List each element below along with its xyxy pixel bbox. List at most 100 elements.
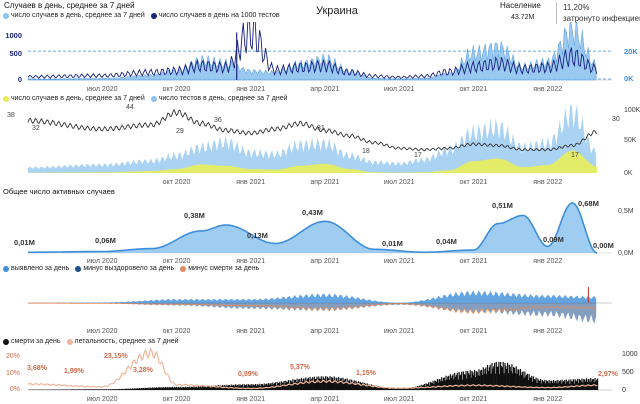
death-bar [151,387,154,390]
death-bar [466,378,468,390]
death-bar [321,381,323,390]
legend-item[interactable]: минус выздоровело за день [75,265,174,272]
legend-item[interactable]: смерти за день [3,338,61,345]
death-bar [499,374,501,390]
death-bar [239,384,241,390]
death-bar [115,389,117,390]
death-bar [170,387,172,390]
death-bar [105,389,108,390]
death-bar [213,385,215,390]
death-bar [344,379,346,390]
data-label: 32 [32,125,40,132]
death-bar [397,388,399,390]
death-bar [514,373,516,390]
death-bar [128,388,130,390]
death-bar [590,378,592,390]
death-bar [97,389,99,390]
left-axis-tick: 500 [9,49,22,58]
death-bar [553,383,555,390]
death-bar [397,388,399,390]
death-bar [275,385,277,390]
death-bar [534,379,536,390]
right-axis-tick: 50K [624,137,637,144]
death-bar [470,377,472,390]
death-bar [85,389,87,390]
legend-item[interactable]: выявлено за день [3,265,69,272]
death-bar [95,389,97,390]
death-bar [519,375,521,390]
legend-item[interactable]: минус смерти за день [180,265,259,272]
death-bar [215,385,218,390]
death-bar [108,389,110,390]
death-bar [162,387,164,390]
death-bar [142,388,144,390]
left-axis-tick: 10% [6,370,20,377]
x-axis-tick: апр 2021 [310,179,339,186]
death-bar [185,387,187,390]
death-bar [317,382,319,390]
population-label: Население [500,1,541,10]
death-bar [521,372,523,390]
death-bar [415,386,417,390]
death-bar [564,379,566,390]
legend-item[interactable]: число случаев в день, среднее за 7 дней [3,12,145,19]
data-label: 44 [126,104,134,111]
death-bar [66,389,68,390]
death-bar [395,388,397,390]
death-bar [116,389,118,390]
death-bar [591,379,593,390]
death-bar [74,389,76,390]
legend-item[interactable]: число случаев в день, среднее за 7 дней [3,95,145,102]
death-bar [497,366,499,390]
death-bar [551,380,553,390]
death-bar [454,373,456,390]
death-bar [468,374,470,390]
population-value: 43.72M [511,14,535,21]
data-label: 29 [176,128,184,135]
x-axis-tick: янв 2022 [533,396,562,403]
infected-card: 11,20% затронуто инфекцией [556,2,640,24]
death-bar [455,376,457,390]
x-axis-tick: апр 2021 [310,86,339,93]
death-bar [100,389,102,390]
death-bar [150,387,152,390]
death-bar [328,379,330,390]
death-bar [459,375,461,390]
death-bar [256,384,258,390]
legend-item[interactable]: число случаев в день на 1000 тестов [150,12,280,19]
death-bar [363,385,365,390]
death-bar [558,382,560,390]
data-label: 1,99% [64,368,85,375]
death-bar [248,385,251,390]
right-axis-tick: 0K [624,170,633,177]
data-label: 0,51M [492,201,513,210]
death-bar [306,380,308,390]
death-bar [485,367,487,390]
data-label: 0,01M [14,238,35,247]
death-bar [194,387,196,390]
death-bar [484,368,486,390]
death-bar [341,381,343,390]
series-active-line [28,202,598,254]
death-bar [148,388,150,390]
death-bar [577,378,579,390]
death-bar [555,380,557,390]
data-label: 38 [7,112,15,119]
death-bar [78,389,80,390]
x-axis-tick: янв 2022 [533,86,562,93]
death-bar [493,366,495,390]
death-bar [71,389,73,390]
legend-item[interactable]: летальность, среднее за 7 дней [66,338,179,345]
death-bar [188,387,190,390]
death-bar [338,380,341,390]
legend-item[interactable]: число тестов в день, среднее за 7 дней [150,95,288,102]
death-bar [332,377,334,390]
death-bar [112,389,114,390]
death-bar [259,383,261,390]
death-bar [67,389,69,390]
death-bar [401,388,403,390]
death-bar [314,379,316,390]
death-bar [325,381,328,390]
death-bar [93,389,95,390]
death-bar [113,389,115,390]
